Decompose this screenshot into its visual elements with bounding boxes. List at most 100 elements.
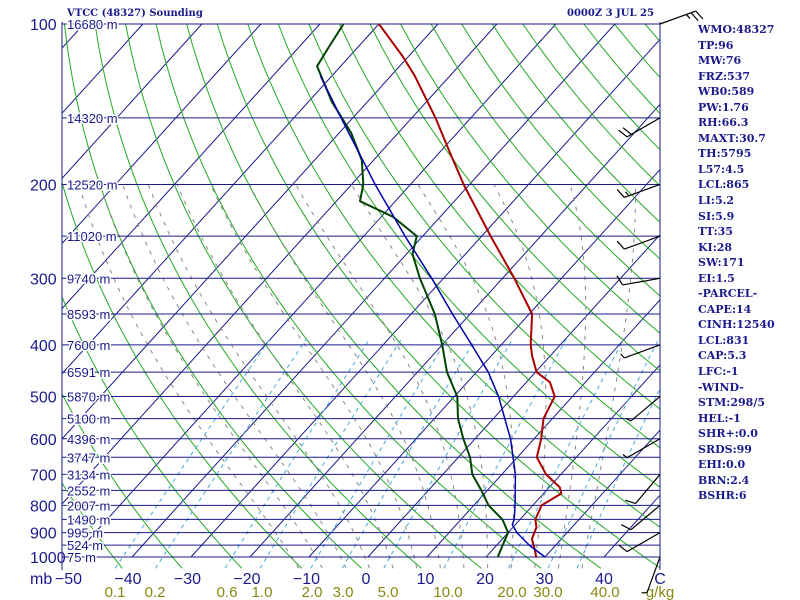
height-label: 2007 m [67, 498, 110, 513]
moist-adiabat [78, 184, 300, 569]
mixing-ratio-label: 0.1 [105, 584, 126, 600]
wind-barb-shaft [659, 10, 696, 25]
isotherm-line [485, 364, 660, 558]
index-item: STM:298/5 [698, 396, 765, 410]
index-item: FRZ:537 [698, 69, 751, 83]
temperature-tick-label: −10 [293, 571, 320, 588]
dry-adiabat [369, 23, 660, 372]
parcel-profile [319, 75, 546, 558]
height-label: 12520 m [67, 177, 118, 192]
wind-barb [616, 275, 661, 286]
index-item: SI:5.9 [698, 209, 735, 223]
wind-barb-flag [695, 10, 704, 20]
index-item: WB0:589 [698, 85, 755, 99]
height-label: 11020 m [67, 229, 117, 244]
plot-area [0, 23, 660, 569]
height-label: 16680 m [67, 17, 118, 32]
index-item: PW:1.76 [698, 100, 749, 114]
wind-barb-shaft [622, 277, 661, 286]
height-label: 75 m [67, 550, 96, 565]
temperature-tick-label: −20 [233, 571, 260, 588]
mixing-ratio-label: 1.0 [252, 584, 273, 600]
moist-adiabat [493, 184, 547, 569]
index-item: WMO:48327 [698, 23, 775, 36]
height-label: 7600 m [67, 338, 110, 353]
pressure-tick-label: 300 [30, 271, 57, 288]
temperature-tick-label: 40 [595, 571, 613, 588]
isotherm-line [308, 168, 660, 558]
dry-adiabat [216, 23, 660, 569]
wind-barb-shaft [626, 117, 661, 138]
wind-barb [616, 235, 661, 250]
pressure-tick-label: 800 [30, 498, 57, 515]
isotherm-line [249, 103, 660, 558]
index-item: L57:4.5 [698, 162, 745, 176]
dry-adiabat [308, 23, 660, 449]
isotherm-line [62, 23, 262, 245]
wind-barb [625, 474, 661, 505]
wind-barb [659, 10, 704, 25]
wind-barb-shaft [635, 474, 661, 504]
height-label: 14320 m [67, 111, 118, 126]
wind-barb-half-flag [624, 191, 630, 197]
index-item: EHI:0.0 [698, 458, 746, 472]
height-label: 524 m [67, 538, 103, 553]
isotherm-line [0, 24, 25, 557]
height-label: 3747 m [67, 450, 110, 465]
height-label: 8593 m [67, 307, 110, 322]
wind-barb-flag [622, 127, 632, 135]
station-title: VTCC (48327) Sounding [67, 8, 203, 19]
mixing-ratio-label: 2.0 [302, 584, 323, 600]
wind-barb-half-flag [622, 453, 628, 459]
dry-adiabat [62, 295, 243, 569]
wind-barb-shaft [630, 396, 661, 422]
moist-adiabat [99, 184, 323, 569]
wind-barb-flag [616, 189, 625, 198]
height-label: 2552 m [67, 483, 110, 498]
temperature-tick-label: 10 [417, 571, 435, 588]
dry-adiabat [62, 482, 123, 569]
temperature-tick-label: 20 [476, 571, 494, 588]
wind-barb-flag [690, 12, 699, 22]
index-item: MW:76 [698, 54, 742, 68]
wind-barb [621, 504, 661, 531]
index-item: KI:28 [698, 240, 733, 254]
height-label: 1490 m [67, 512, 110, 527]
indices-panel: WMO:48327 TP:96 MW:76 FRZ:537 WB0:589 PW:1.76… [698, 22, 800, 504]
sounding-datetime: 0000Z 3 JUL 25 [567, 8, 654, 19]
mixing-ratio-line [114, 338, 271, 569]
index-item: -PARCEL- [698, 287, 758, 301]
height-label: 3134 m [67, 467, 110, 482]
index-item: CAP:5.3 [698, 349, 747, 363]
pressure-tick-label: 700 [30, 467, 57, 484]
index-item: SHR+:0.0 [698, 427, 758, 441]
mixing-ratio-label: 10.0 [433, 584, 462, 600]
dry-adiabat [247, 23, 660, 528]
wind-barb-shaft [624, 183, 661, 199]
index-item: SW:171 [698, 256, 745, 270]
dewpoint-profile [316, 23, 510, 558]
isotherm-line [62, 23, 321, 310]
moist-adiabat [122, 184, 347, 569]
dry-adiabat [62, 180, 303, 569]
wind-barb-flag [618, 544, 628, 553]
index-item: CAPE:14 [698, 302, 752, 316]
height-label: 4396 m [67, 432, 110, 447]
dry-adiabat [400, 23, 660, 334]
isotherm-line [62, 23, 380, 375]
wind-barb-shaft [626, 532, 661, 553]
moist-adiabat [350, 184, 489, 569]
temperature-tick-label: −50 [55, 571, 82, 588]
height-label: 9740 m [67, 271, 110, 286]
wind-barb [616, 183, 661, 199]
index-item: HEL:-1 [698, 411, 741, 425]
celsius-unit-label: C [654, 571, 666, 588]
isotherm-line [426, 299, 660, 558]
dry-adiabat [155, 23, 542, 569]
wind-barb [618, 532, 661, 553]
mixing-ratio-line [154, 338, 307, 569]
wind-barb-flag [625, 499, 636, 505]
wind-barb [622, 438, 661, 459]
mixing-ratio-line [508, 338, 625, 569]
wind-barb-half-flag [625, 417, 632, 422]
